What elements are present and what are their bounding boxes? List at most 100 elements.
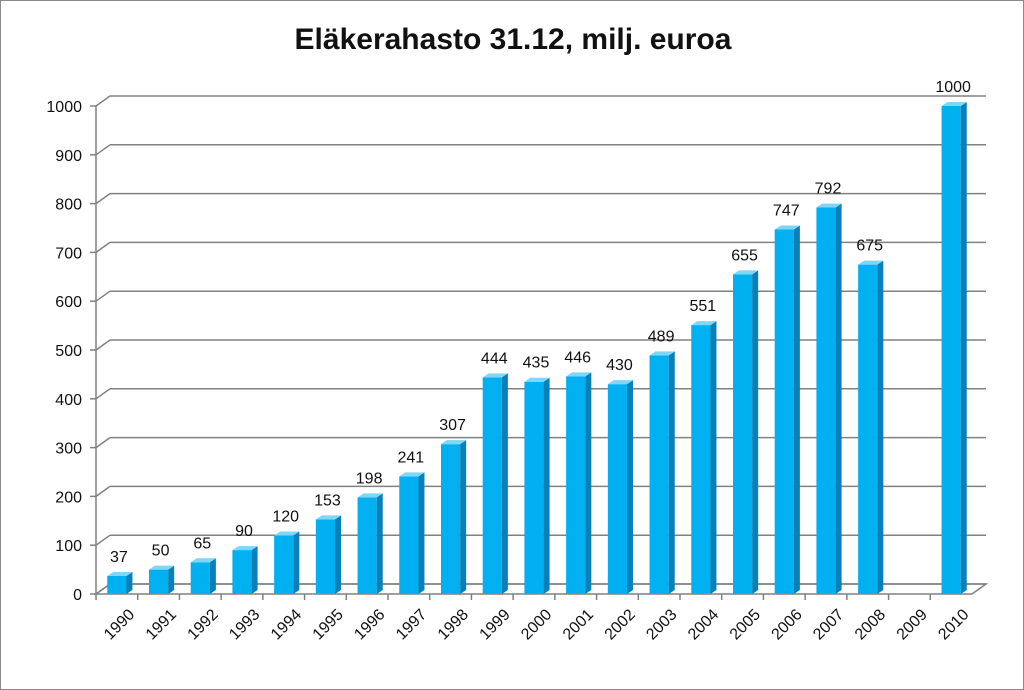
chart-title: Eläkerahasto 31.12, milj. euroa xyxy=(294,23,732,56)
data-label: 241 xyxy=(398,449,425,466)
bar-front xyxy=(524,381,544,594)
x-tick-label: 2003 xyxy=(643,606,680,643)
bar-top xyxy=(482,373,508,378)
gridline-depth xyxy=(95,241,111,254)
bar-top xyxy=(691,321,717,326)
bar xyxy=(524,377,550,594)
x-tick-label: 1990 xyxy=(101,606,138,643)
bar-top xyxy=(315,515,342,520)
x-tick-label: 1992 xyxy=(185,606,222,643)
bar-front xyxy=(357,497,377,594)
y-tick-label: 200 xyxy=(55,489,82,506)
bar-side xyxy=(585,372,592,594)
x-tick-label: 2010 xyxy=(935,606,972,643)
y-tick-label: 0 xyxy=(73,587,82,604)
x-tick-label: 1994 xyxy=(268,606,305,643)
bar-front xyxy=(190,562,210,594)
bar-top xyxy=(858,260,884,265)
x-tick-labels: 1990 1991 1992 1993 1994 1995 1996 1997 1998 1999… xyxy=(101,606,973,643)
gridline-depth xyxy=(95,436,111,449)
bar-side xyxy=(376,493,383,594)
bar-side xyxy=(668,351,675,594)
bar-front xyxy=(315,519,336,594)
data-label: 50 xyxy=(152,543,170,560)
x-tick-label: 2005 xyxy=(727,606,764,643)
y-tick-label: 500 xyxy=(55,343,82,360)
bar-top xyxy=(399,472,425,477)
bar-top xyxy=(774,225,800,230)
bar xyxy=(148,565,175,594)
y-tick-label: 900 xyxy=(55,148,82,165)
bar xyxy=(649,351,675,594)
bar xyxy=(482,373,508,594)
x-tick-label: 2006 xyxy=(769,606,806,643)
bar-side xyxy=(752,270,759,594)
bar xyxy=(315,515,342,594)
bar-front xyxy=(774,229,794,595)
bar xyxy=(232,546,258,594)
y-tick-label: 300 xyxy=(55,441,82,458)
bar-top xyxy=(566,372,592,377)
bar xyxy=(607,380,634,594)
bar-top xyxy=(190,558,216,563)
bar-top xyxy=(607,380,634,385)
bar xyxy=(190,558,216,594)
bar-side xyxy=(877,260,884,594)
bar xyxy=(566,372,592,594)
y-tick-label: 400 xyxy=(55,392,82,409)
x-tick-label: 2009 xyxy=(894,606,931,643)
bar-front xyxy=(232,550,252,594)
bar xyxy=(691,321,717,594)
bar xyxy=(357,493,383,594)
bar-side xyxy=(335,515,342,594)
x-tick-label: 1997 xyxy=(393,606,430,643)
bar xyxy=(107,571,133,594)
bar xyxy=(274,531,300,594)
bar-front xyxy=(649,355,669,594)
data-label: 446 xyxy=(564,349,591,366)
x-tick-label: 2000 xyxy=(518,606,555,643)
bar-side xyxy=(418,472,425,594)
bar-top xyxy=(148,565,175,570)
bar-side xyxy=(126,571,133,594)
data-label: 435 xyxy=(523,355,550,372)
bar xyxy=(774,225,800,595)
y-tick-label: 100 xyxy=(55,538,82,555)
data-label: 65 xyxy=(193,535,211,552)
y-tick-label: 1000 xyxy=(46,99,82,116)
y-tick-labels: 0 100 200 300 400 500 600 700 800 900 1000 xyxy=(46,99,82,604)
y-tick-label: 600 xyxy=(55,294,82,311)
bar-front xyxy=(607,384,628,594)
bar-front xyxy=(858,264,878,594)
data-label: 747 xyxy=(773,202,800,219)
bar-side xyxy=(960,102,967,594)
bar-side xyxy=(251,546,258,594)
data-label: 551 xyxy=(690,298,717,315)
gridline-depth xyxy=(95,339,111,351)
x-tick-label: 1998 xyxy=(435,606,472,643)
data-label: 489 xyxy=(648,328,675,345)
y-tick-label: 700 xyxy=(55,245,82,262)
data-label: 655 xyxy=(731,247,758,264)
bar-top xyxy=(816,203,842,208)
bar-top xyxy=(440,440,467,445)
data-label: 37 xyxy=(110,549,128,566)
bar-front xyxy=(107,575,127,594)
bar-top xyxy=(732,270,759,275)
bar-top xyxy=(524,377,550,382)
bar-side xyxy=(168,565,175,594)
bar xyxy=(941,102,967,594)
x-tick-label: 1999 xyxy=(477,606,514,643)
bar xyxy=(858,260,884,594)
data-label: 444 xyxy=(481,350,508,367)
gridline-depth xyxy=(95,290,111,302)
bar xyxy=(440,440,467,594)
x-tick-label: 1995 xyxy=(310,606,347,643)
data-label: 1000 xyxy=(935,79,971,96)
bar xyxy=(399,472,425,594)
gridline-depth xyxy=(95,192,111,205)
x-tick-label: 2007 xyxy=(810,606,847,643)
data-label: 198 xyxy=(356,470,383,487)
data-label: 153 xyxy=(314,492,341,509)
